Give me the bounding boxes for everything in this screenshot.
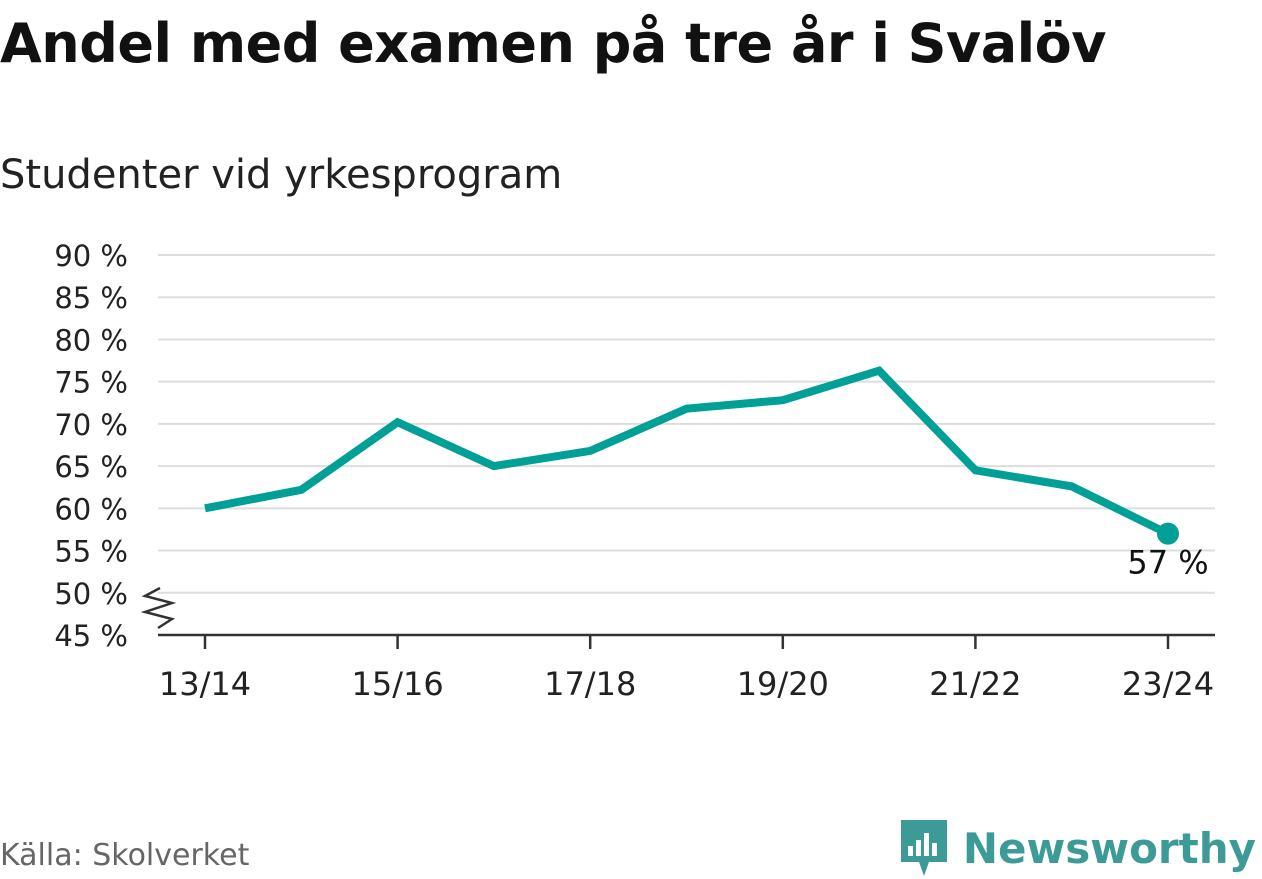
x-tick-label: 21/22 xyxy=(929,665,1021,703)
y-tick-label: 65 % xyxy=(54,450,128,484)
x-tick-label: 13/14 xyxy=(159,665,251,703)
end-point-marker xyxy=(1157,522,1179,545)
brand-logo[interactable]: Newsworthy xyxy=(899,818,1256,878)
y-tick-label: 60 % xyxy=(54,492,128,526)
annotations: 57 % xyxy=(1127,544,1208,582)
y-tick-label: 45 % xyxy=(54,619,128,653)
y-axis-labels: 45 % 50 % 55 % 60 % 65 % 70 % 75 % 80 % 85 % 90 % xyxy=(54,239,177,653)
x-tick-label: 15/16 xyxy=(351,665,443,703)
y-tick-label: 80 % xyxy=(54,323,128,357)
source-note: Källa: Skolverket xyxy=(0,838,250,873)
series xyxy=(204,366,1179,545)
axis-break-icon xyxy=(140,586,177,630)
newsworthy-logo-icon xyxy=(900,820,947,876)
x-tick-label: 23/24 xyxy=(1122,665,1214,703)
chart-subtitle: Studenter vid yrkesprogram xyxy=(0,152,563,198)
x-tick-label: 19/20 xyxy=(737,665,829,703)
data-label: 57 % xyxy=(1127,544,1208,582)
chart-title: Andel med examen på tre år i Svalöv xyxy=(0,12,1106,75)
y-tick-label: 50 % xyxy=(54,577,128,611)
x-axis: 13/14 15/16 17/18 19/20 21/22 23/24 xyxy=(158,633,1215,703)
y-tick-label: 75 % xyxy=(54,366,128,400)
x-tick-label: 17/18 xyxy=(544,665,636,703)
y-tick-label: 85 % xyxy=(54,281,128,315)
brand-name: Newsworthy xyxy=(962,823,1256,873)
series-line xyxy=(204,366,1170,538)
y-tick-label: 70 % xyxy=(54,408,128,442)
y-tick-label: 55 % xyxy=(54,535,128,569)
grid-lines xyxy=(158,254,1215,594)
y-tick-label: 90 % xyxy=(54,239,128,273)
